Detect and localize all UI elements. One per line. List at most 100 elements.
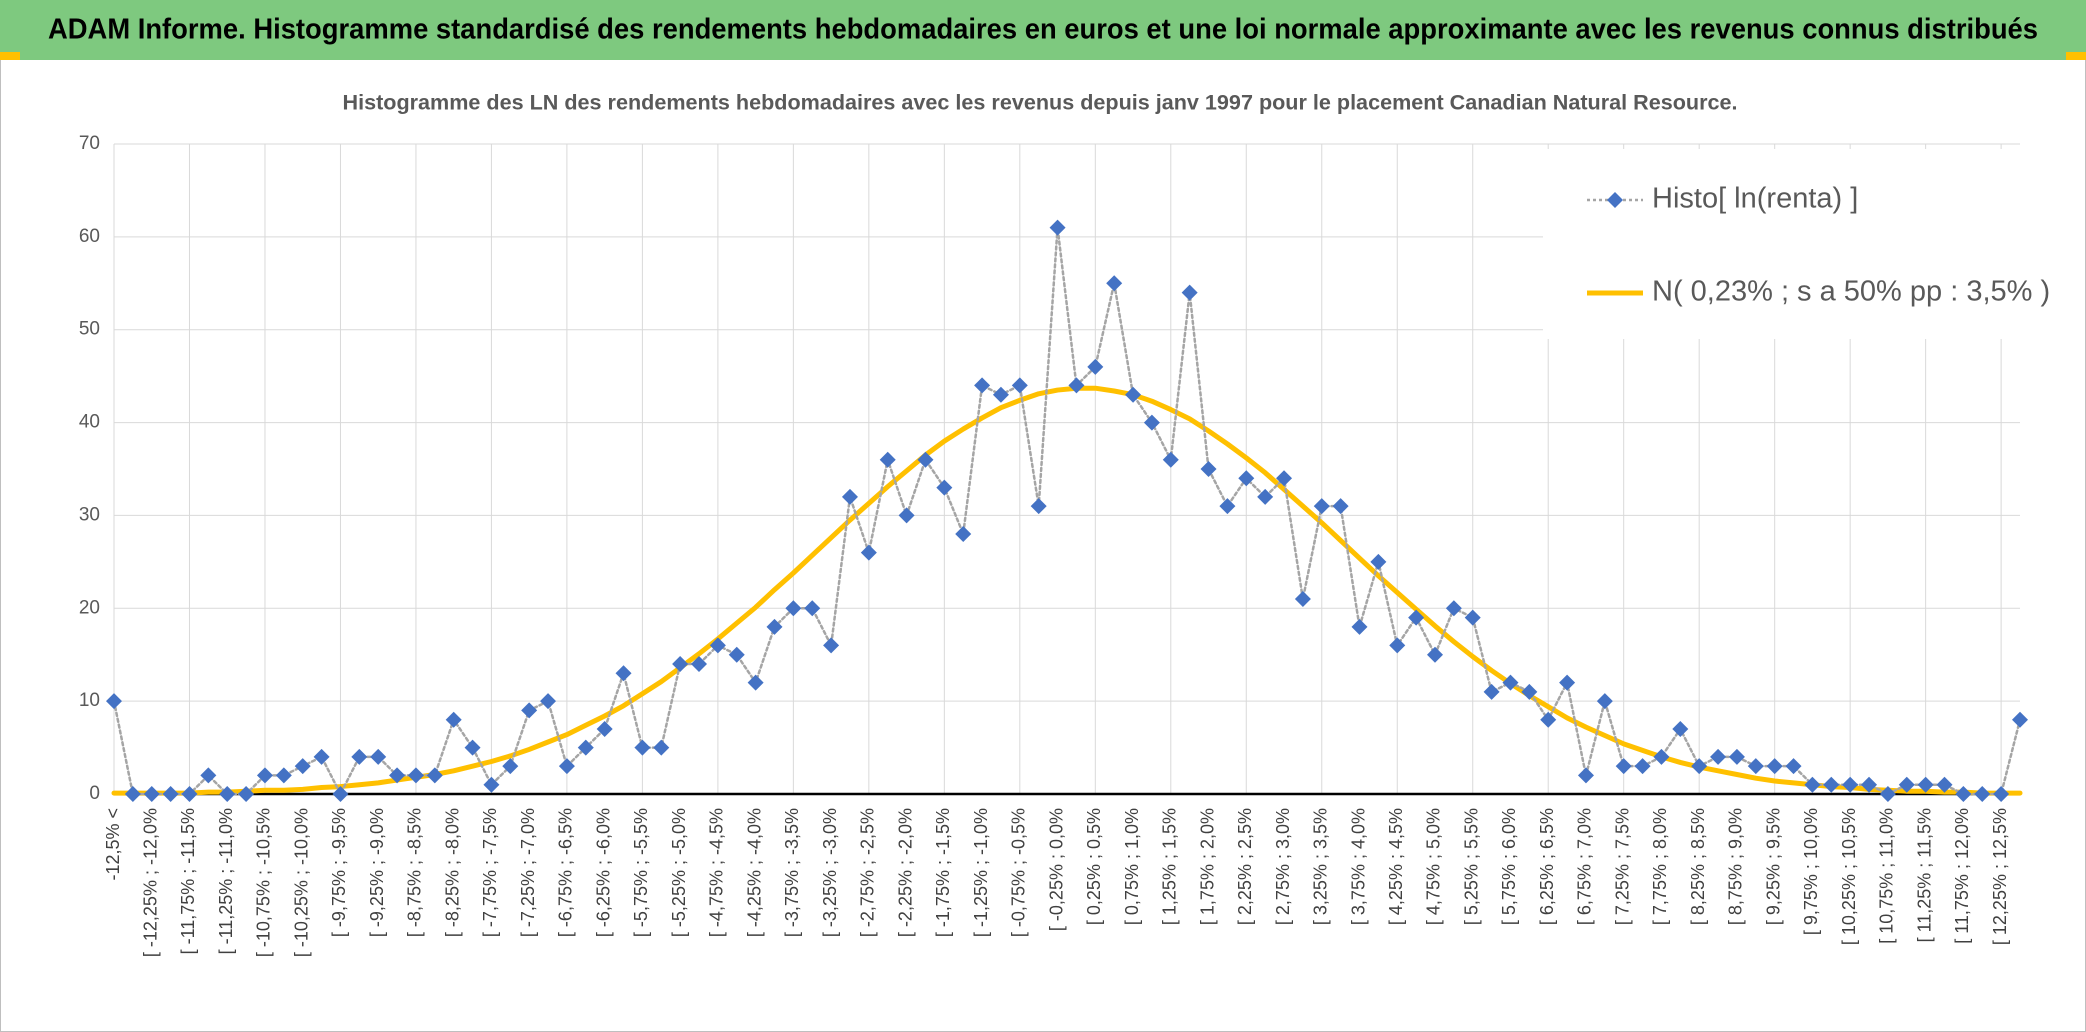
data-point: [1898, 776, 1915, 793]
data-point: [1068, 377, 1085, 394]
x-tick-label: [ 7,25% ; 7,5%: [1612, 808, 1632, 925]
data-point: [936, 479, 953, 496]
data-point: [974, 377, 991, 394]
data-point: [1823, 776, 1840, 793]
x-tick-label: [ 5,25% ; 5,5%: [1461, 808, 1481, 925]
x-tick-label: [ -3,25% ; -3,0%: [820, 808, 840, 937]
x-tick-label: [ 11,25% ; 11,5%: [1914, 808, 1934, 942]
data-point: [1634, 758, 1651, 775]
y-tick-label: 10: [79, 690, 100, 711]
data-point: [1596, 693, 1613, 710]
data-point: [143, 786, 160, 802]
data-point: [1011, 377, 1028, 394]
y-tick-label: 20: [79, 597, 100, 618]
data-point: [1257, 488, 1274, 505]
data-point: [1030, 498, 1047, 515]
x-tick-label: [ -0,25% ; 0,0%: [1046, 808, 1066, 931]
data-point: [483, 776, 500, 793]
data-point: [596, 721, 613, 737]
x-tick-label: [ 9,25% ; 9,5%: [1763, 808, 1783, 925]
data-point: [1087, 358, 1104, 375]
data-point: [238, 786, 255, 802]
x-tick-label: [ 11,75% ; 12,0%: [1952, 808, 1972, 944]
data-point: [1861, 776, 1878, 793]
y-tick-label: 50: [79, 319, 100, 340]
x-tick-label: [ 7,75% ; 8,0%: [1650, 808, 1670, 925]
data-point: [1219, 498, 1236, 515]
data-point: [313, 748, 330, 765]
x-tick-label: [ 3,25% ; 3,5%: [1311, 808, 1331, 925]
data-point: [653, 739, 670, 756]
plot-area: [106, 219, 2028, 802]
data-point: [1974, 786, 1991, 802]
x-tick-label: [ -9,75% ; -9,5%: [329, 808, 349, 937]
data-point: [370, 748, 387, 765]
data-point: [1785, 758, 1802, 775]
x-tick-label: [ 6,75% ; 7,0%: [1575, 808, 1595, 925]
y-tick-label: 60: [79, 226, 100, 247]
data-point: [634, 739, 651, 756]
data-point: [445, 711, 462, 728]
x-tick-label: [ -6,25% ; -6,0%: [593, 808, 613, 937]
x-tick-label: [ -10,25% ; -10,0%: [291, 808, 311, 957]
x-tick-label: [ 8,75% ; 9,0%: [1726, 808, 1746, 925]
data-point: [1464, 609, 1481, 626]
x-tick-label: [ 0,75% ; 1,0%: [1122, 808, 1142, 925]
x-tick-label: [ 1,75% ; 2,0%: [1197, 808, 1217, 925]
data-point: [426, 767, 443, 784]
data-point: [879, 451, 896, 468]
x-tick-label: [ -1,75% ; -1,5%: [933, 808, 953, 937]
title-bar-accent: [2066, 52, 2086, 60]
data-point: [521, 702, 538, 719]
x-tick-label: [ -1,25% ; -1,0%: [971, 808, 991, 937]
data-point: [1521, 683, 1538, 700]
chart-title: ADAM Informe. Histogramme standardisé de…: [48, 14, 2038, 46]
data-point: [1351, 618, 1368, 635]
data-point: [1879, 786, 1896, 802]
data-point: [1502, 674, 1519, 691]
data-point: [1804, 776, 1821, 793]
data-point: [1276, 470, 1293, 487]
data-point: [558, 758, 575, 775]
data-point: [162, 786, 179, 802]
x-tick-label: [ -9,25% ; -9,0%: [367, 808, 387, 937]
y-tick-label: 30: [79, 504, 100, 525]
data-point: [1106, 275, 1123, 292]
data-point: [106, 693, 122, 710]
x-tick-label: [ -8,25% ; -8,0%: [442, 808, 462, 937]
data-point: [502, 758, 519, 775]
x-tick-label: [ 10,75% ; 11,0%: [1877, 808, 1897, 944]
data-point: [823, 637, 840, 654]
data-point: [1917, 776, 1934, 793]
data-point: [1445, 600, 1462, 617]
data-point: [1408, 609, 1425, 626]
data-point: [1049, 219, 1066, 236]
data-point: [1389, 637, 1406, 654]
x-tick-label: [ 4,25% ; 4,5%: [1386, 808, 1406, 925]
legend-label: N( 0,23% ; s a 50% pp : 3,5% ): [1652, 276, 2050, 308]
data-point: [615, 665, 632, 682]
x-tick-label: [ 4,75% ; 5,0%: [1424, 808, 1444, 925]
data-point: [766, 618, 783, 635]
data-point: [1238, 470, 1255, 487]
data-point: [1540, 711, 1557, 728]
data-point: [1766, 758, 1783, 775]
data-point: [1936, 776, 1953, 793]
x-tick-label: [ 3,75% ; 4,0%: [1348, 808, 1368, 925]
x-tick-label: [ -11,25% ; -11,0%: [216, 808, 236, 954]
x-tick-label: [ -5,75% ; -5,5%: [631, 808, 651, 937]
data-point: [294, 758, 311, 775]
data-point: [1672, 721, 1689, 737]
x-tick-label: [ 10,25% ; 10,5%: [1839, 808, 1859, 945]
data-point: [1728, 748, 1745, 765]
legend-label: Histo[ ln(renta) ]: [1652, 183, 1858, 215]
x-tick-label: [ -7,25% ; -7,0%: [518, 808, 538, 937]
data-point: [1294, 591, 1311, 607]
x-tick-label: [ -11,75% ; -11,5%: [178, 808, 198, 954]
data-point: [275, 767, 292, 784]
chart-subtitle: Histogramme des LN des rendements hebdom…: [343, 92, 1738, 115]
data-point: [181, 786, 198, 802]
data-point: [389, 767, 406, 784]
